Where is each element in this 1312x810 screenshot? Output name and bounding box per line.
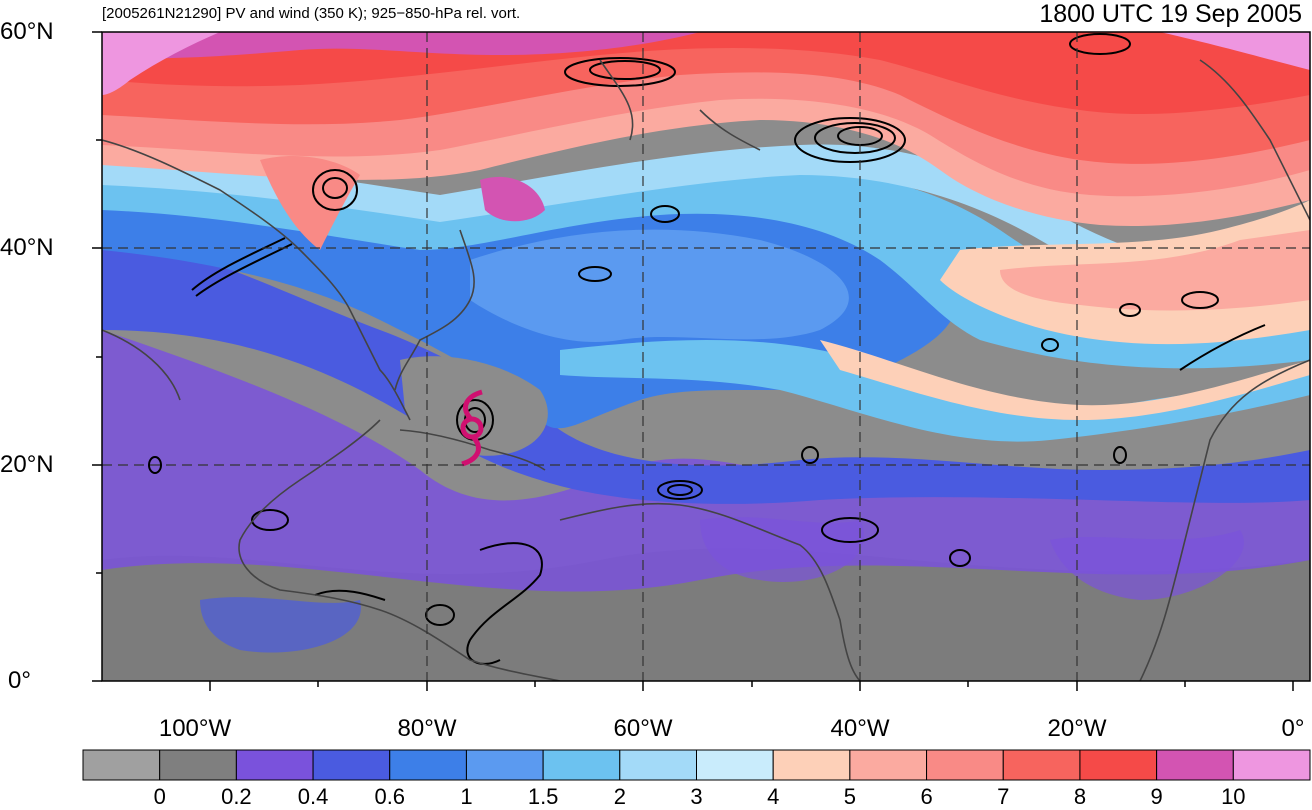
colorbar-swatch [926,749,1004,781]
lon-label-40w: 40°W [830,715,890,742]
colorbar-swatch [159,749,237,781]
colorbar-swatch [235,749,314,781]
lon-label-60w: 60°W [613,715,673,742]
colorbar-swatch [1156,749,1234,781]
lat-label-60n: 60°N [0,18,54,45]
colorbar-label: 1 [460,784,473,809]
lon-label-80w: 80°W [397,715,457,742]
lat-label-40n: 40°N [0,234,54,261]
colorbar [82,749,1311,781]
colorbar-swatch [542,749,621,781]
lon-label-0: 0° [1281,715,1305,742]
colorbar-swatch [389,749,467,781]
colorbar-label: 9 [1150,784,1163,809]
colorbar-label: 1.5 [527,784,559,809]
colorbar-label: 0.6 [374,784,406,809]
colorbar-swatch [772,749,851,781]
lon-label-20w: 20°W [1047,715,1107,742]
colorbar-label: 0 [153,784,166,809]
lon-label-100w: 100°W [158,715,232,742]
colorbar-swatch [1232,749,1311,781]
pv-field [102,32,1310,681]
colorbar-label: 7 [997,784,1010,809]
colorbar-label: 0.4 [297,784,329,809]
colorbar-swatch [619,749,697,781]
colorbar-swatch [849,749,928,781]
graticule [102,32,1310,681]
lat-label-20n: 20°N [0,451,54,478]
hurricane-symbol [460,389,484,467]
colorbar-label: 6 [920,784,933,809]
colorbar-swatch [82,749,161,781]
axis-ticks [92,31,1294,691]
colorbar-label: 0.2 [221,784,252,809]
colorbar-label: 4 [767,784,780,809]
colorbar-swatch [465,749,544,781]
coastlines [102,59,1310,681]
lat-label-0: 0° [8,667,31,694]
valid-time-label: 1800 UTC 19 Sep 2005 [1039,0,1302,28]
colorbar-label: 10 [1221,784,1246,809]
colorbar-label: 2 [613,784,626,809]
colorbar-swatch [312,749,391,781]
colorbar-swatch [1079,749,1158,781]
colorbar-swatch [696,749,774,781]
colorbar-label: 5 [843,784,856,809]
colorbar-swatch [1002,749,1081,781]
colorbar-label: 3 [690,784,703,809]
map-title: [2005261N21290] PV and wind (350 K); 925… [102,5,521,22]
colorbar-label: 8 [1073,784,1087,809]
